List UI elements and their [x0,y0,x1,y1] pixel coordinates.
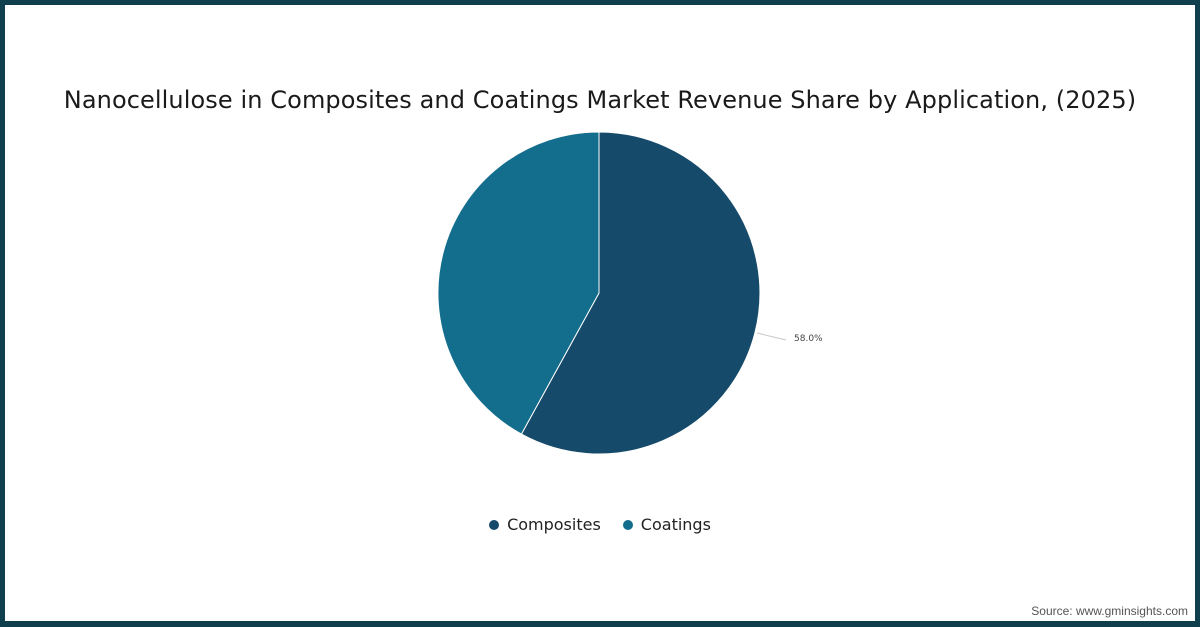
legend-item-coatings[interactable]: Coatings [622,515,711,534]
legend-item-composites[interactable]: Composites [489,515,601,534]
label-leader-line [756,332,787,341]
pie-slice-coatings[interactable] [437,131,600,435]
legend-dot-composites-icon [489,519,500,530]
chart-legend: Composites Coatings [0,515,1200,534]
legend-label-composites: Composites [507,515,601,534]
data-label-composites: 58.0% [794,334,823,344]
pie-slice-composites[interactable] [520,131,761,455]
source-text: Source: www.gminsights.com [1031,604,1188,618]
legend-label-coatings: Coatings [640,515,711,534]
chart-title: Nanocellulose in Composites and Coatings… [63,86,1137,114]
legend-dot-coatings-icon [622,519,633,530]
